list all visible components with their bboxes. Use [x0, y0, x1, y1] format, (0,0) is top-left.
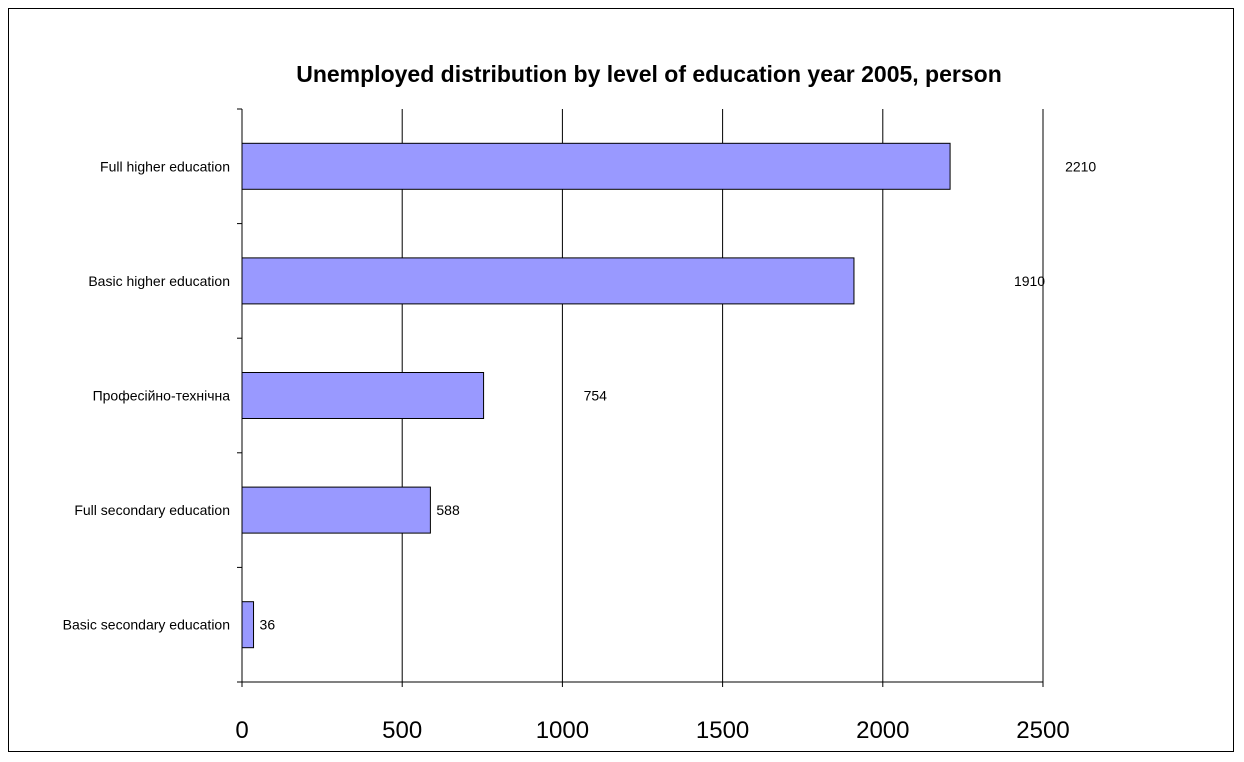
category-label-4: Basic secondary education — [63, 617, 230, 633]
x-tick-label-2000: 2000 — [856, 717, 909, 744]
x-tick-label-1500: 1500 — [696, 717, 749, 744]
x-tick-label-2500: 2500 — [1016, 717, 1069, 744]
chart-frame — [8, 8, 1234, 752]
data-label-1: 1910 — [1014, 273, 1045, 289]
bar-4 — [241, 601, 255, 649]
category-label-2: Професійно-технічна — [93, 388, 231, 404]
data-label-0: 2210 — [1065, 158, 1096, 174]
x-tick-label-500: 500 — [382, 717, 422, 744]
bar-3 — [241, 486, 431, 534]
chart-title: Unemployed distribution by level of educ… — [296, 61, 1002, 87]
category-label-1: Basic higher education — [88, 273, 230, 289]
category-label-0: Full higher education — [100, 158, 230, 174]
category-label-3: Full secondary education — [74, 502, 230, 518]
bar-0 — [241, 142, 951, 190]
data-label-4: 36 — [260, 617, 276, 633]
bar-2 — [241, 372, 485, 419]
axes — [237, 108, 1044, 687]
gridlines — [401, 109, 1044, 682]
data-label-2: 754 — [584, 388, 608, 404]
bar-1 — [241, 257, 855, 305]
x-tick-label-0: 0 — [235, 717, 248, 744]
data-label-3: 588 — [436, 502, 460, 518]
labels: 0 500 1000 1500 2000 2500 Full higher educatio… — [63, 158, 1097, 744]
x-tick-label-1000: 1000 — [536, 717, 589, 744]
